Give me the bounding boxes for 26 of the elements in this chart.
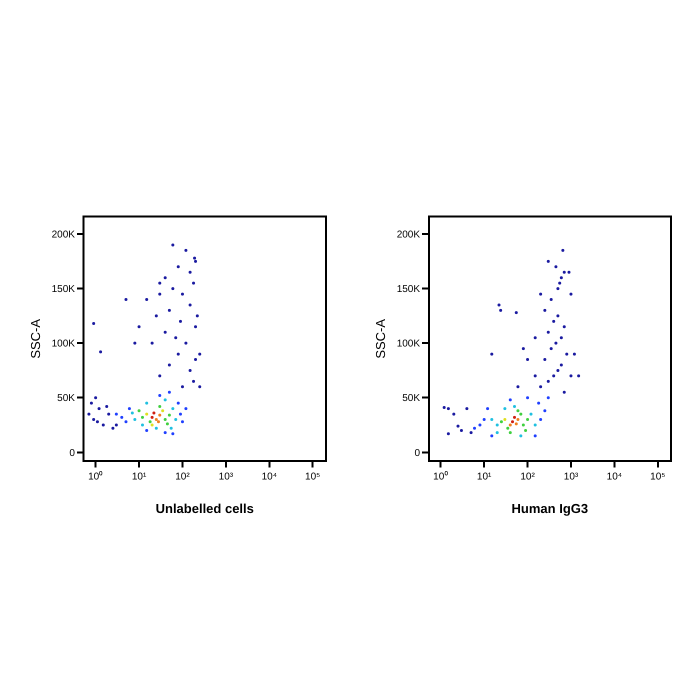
y-tick-label: 150K — [396, 284, 420, 296]
x-tick-label: 10³ — [564, 472, 579, 483]
x-tick-label: 10⁰ — [433, 470, 448, 483]
y-tick-label: 200K — [396, 230, 420, 241]
x-tick-label: 10¹ — [476, 472, 492, 483]
x-tick-label: 10⁵ — [305, 472, 320, 483]
y-tick-label: 0 — [69, 448, 76, 459]
x-tick-label: 10⁵ — [650, 472, 666, 483]
x-tick-label: 10³ — [218, 472, 234, 483]
x-tick-label: 10² — [520, 472, 536, 483]
y-tick-label: 50K — [57, 393, 76, 404]
y-tick-label: 100K — [52, 338, 76, 350]
y-axis-title: SSC-A — [28, 318, 44, 359]
y-tick-label: 0 — [414, 448, 420, 459]
x-axis-title: Unlabelled cells — [156, 500, 254, 516]
x-tick-label: 10⁴ — [262, 472, 277, 483]
y-axis-title: SSC-A — [373, 318, 388, 359]
y-tick-label: 50K — [402, 393, 420, 404]
x-tick-label: 10⁰ — [88, 470, 104, 483]
x-axis-title: Human IgG3 — [512, 500, 588, 516]
y-tick-label: 200K — [52, 230, 76, 241]
x-tick-label: 10² — [175, 472, 190, 483]
y-tick-label: 150K — [52, 284, 76, 296]
x-tick-label: 10⁴ — [606, 472, 622, 483]
x-tick-label: 10¹ — [132, 472, 147, 483]
y-tick-label: 100K — [396, 338, 420, 350]
